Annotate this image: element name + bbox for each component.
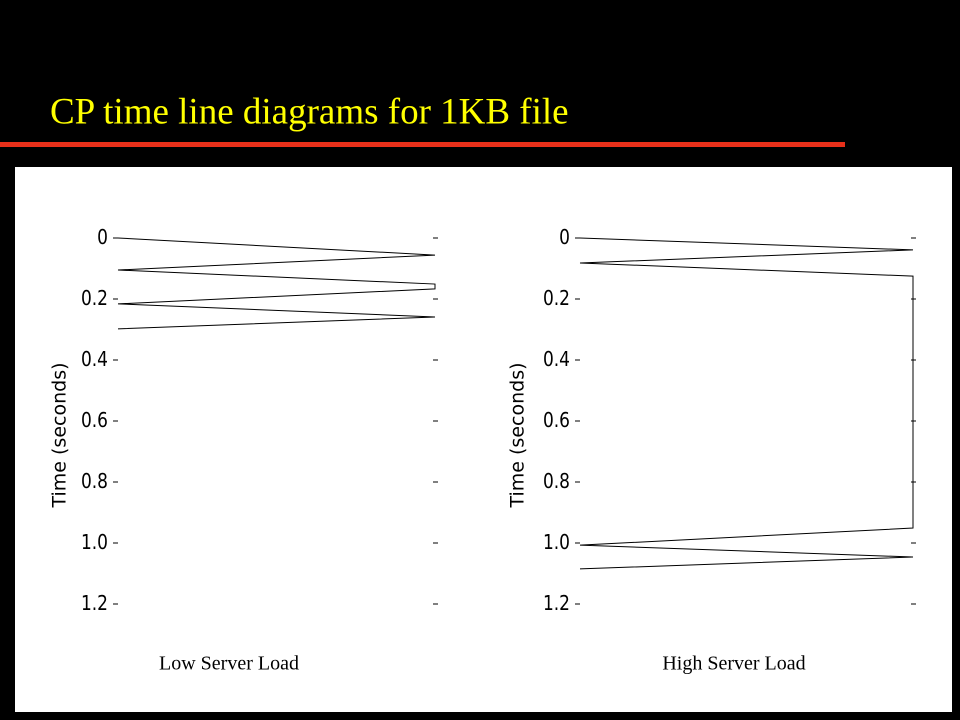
y-tick-label: 0.4 (543, 349, 570, 372)
y-axis-label: Time (seconds) (507, 362, 529, 508)
title-rule (0, 142, 845, 147)
y-tick-label: 0.6 (543, 410, 570, 433)
y-tick-label: 0 (97, 227, 108, 250)
y-tick-label: 0.8 (81, 471, 108, 494)
y-tick-label: 0.6 (81, 410, 108, 433)
y-axis-label: Time (seconds) (49, 362, 71, 508)
y-tick-label: 0 (559, 227, 570, 250)
slide-title: CP time line diagrams for 1KB file (50, 91, 569, 132)
panel (15, 167, 952, 712)
y-tick-label: 0.8 (543, 471, 570, 494)
y-tick-label: 1.2 (543, 593, 570, 616)
x-axis-label: Low Server Load (159, 653, 299, 675)
time-line (117, 237, 436, 330)
y-tick-label: 0.2 (81, 288, 108, 311)
y-tick-label: 1.0 (543, 532, 570, 555)
y-tick-label: 0.4 (81, 349, 108, 372)
y-tick-label: 1.0 (81, 532, 108, 555)
y-tick-label: 0.2 (543, 288, 570, 311)
y-tick-label: 1.2 (81, 593, 108, 616)
x-axis-label: High Server Load (662, 653, 805, 675)
time-line (579, 237, 914, 570)
